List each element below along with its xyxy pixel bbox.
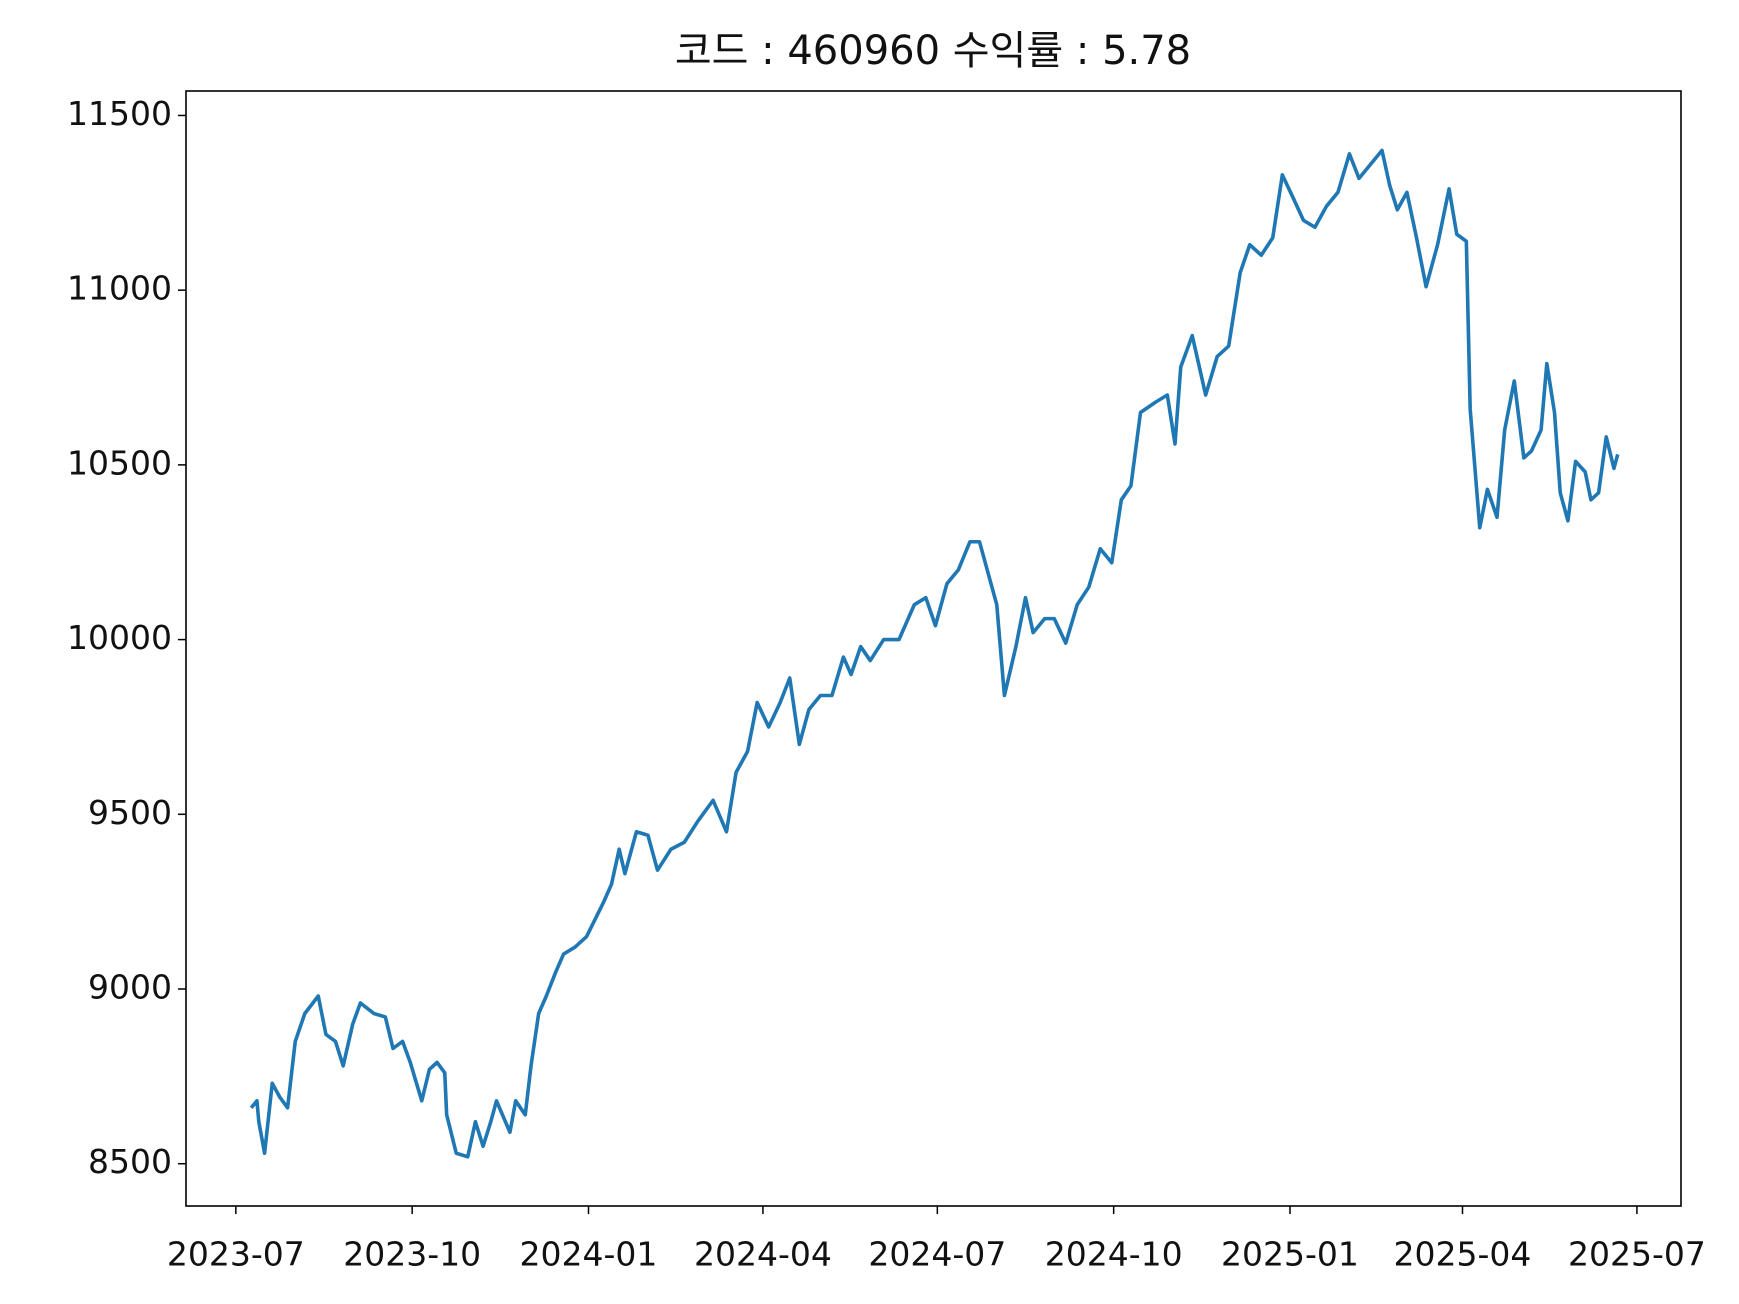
data-line bbox=[249, 148, 1620, 1159]
plot-frame bbox=[185, 90, 1682, 1207]
x-tick-label: 2023-07 bbox=[167, 1235, 305, 1274]
x-tick-label: 2024-07 bbox=[868, 1235, 1006, 1274]
y-tick-label: 10000 bbox=[67, 618, 172, 657]
x-tick-label: 2025-04 bbox=[1394, 1235, 1532, 1274]
y-tick-label: 11500 bbox=[67, 94, 172, 133]
y-tick-label: 9500 bbox=[88, 793, 172, 832]
y-tick-label: 9000 bbox=[88, 968, 172, 1007]
x-tick-label: 2024-04 bbox=[694, 1235, 832, 1274]
x-tick-label: 2023-10 bbox=[343, 1235, 481, 1274]
x-tick-label: 2025-07 bbox=[1568, 1235, 1706, 1274]
x-tick-label: 2024-01 bbox=[520, 1235, 658, 1274]
x-tick-label: 2024-10 bbox=[1045, 1235, 1183, 1274]
chart-title: 코드 : 460960 수익률 : 5.78 bbox=[675, 28, 1191, 74]
y-tick-label: 11000 bbox=[67, 269, 172, 308]
y-tick-label: 8500 bbox=[88, 1142, 172, 1181]
x-tick-label: 2025-01 bbox=[1221, 1235, 1359, 1274]
y-tick-label: 10500 bbox=[67, 443, 172, 482]
